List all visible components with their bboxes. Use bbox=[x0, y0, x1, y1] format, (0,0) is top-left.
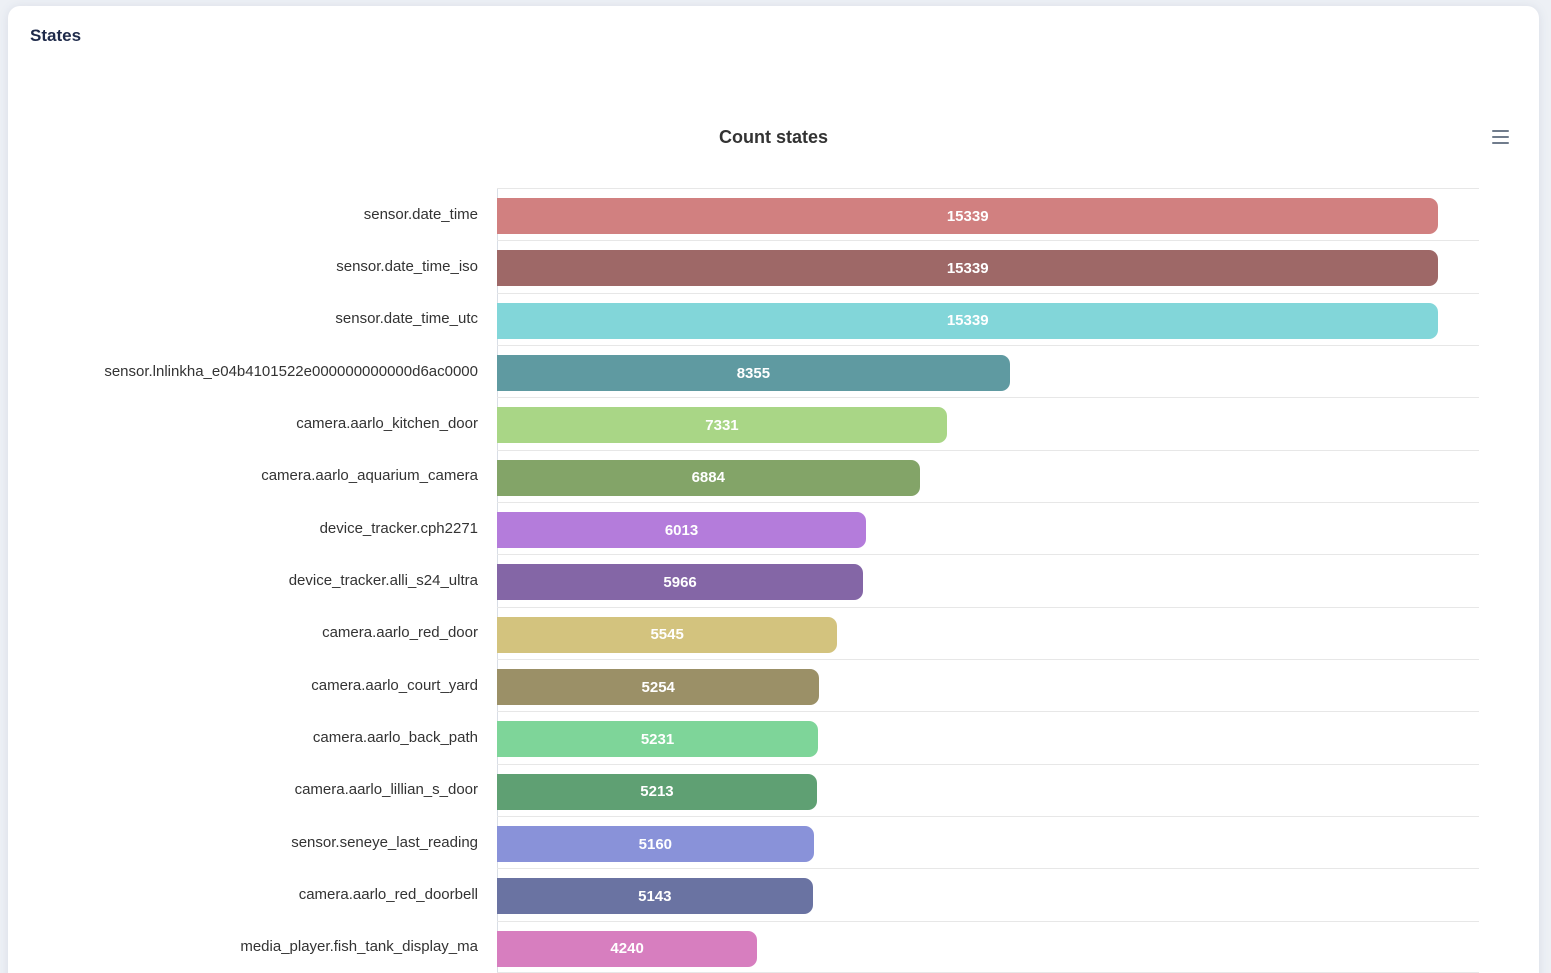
states-card: States Count states sensor.date_time 153… bbox=[8, 6, 1539, 973]
bar-track: 15339 bbox=[497, 240, 1479, 292]
bar-row: sensor.date_time_iso 15339 bbox=[8, 240, 1479, 292]
chart-title: Count states bbox=[718, 127, 828, 147]
bar-track: 8355 bbox=[497, 345, 1479, 397]
category-label: device_tracker.alli_s24_ultra bbox=[288, 572, 478, 590]
bar-row: camera.aarlo_back_path 5231 bbox=[8, 711, 1479, 763]
card-title: States bbox=[30, 26, 82, 45]
bar-row: device_tracker.alli_s24_ultra 5966 bbox=[8, 554, 1479, 606]
bar-value-label: 7331 bbox=[705, 416, 739, 434]
bar-value-label: 5231 bbox=[640, 730, 675, 748]
bar-value-label: 6884 bbox=[691, 469, 725, 487]
bar[interactable]: 15339 bbox=[497, 302, 1439, 339]
bar-row: device_tracker.cph2271 6013 bbox=[8, 502, 1479, 554]
bar-value-label: 15339 bbox=[946, 312, 989, 330]
bar[interactable]: 15339 bbox=[497, 198, 1439, 234]
bar-track: 5213 bbox=[497, 763, 1479, 816]
bar-track: 5254 bbox=[497, 659, 1479, 711]
category-label: camera.aarlo_red_door bbox=[322, 624, 478, 642]
bar-row: camera.aarlo_aquarium_camera 6884 bbox=[8, 449, 1479, 502]
category-label: camera.aarlo_court_yard bbox=[311, 676, 478, 694]
bar-value-label: 4240 bbox=[610, 940, 644, 958]
bar[interactable]: 6884 bbox=[497, 459, 920, 496]
bar[interactable]: 5213 bbox=[497, 773, 817, 810]
bar[interactable]: 5254 bbox=[497, 669, 820, 706]
bar-value-label: 15339 bbox=[946, 259, 989, 277]
category-label: sensor.seneye_last_reading bbox=[291, 833, 478, 851]
bar-track: 5143 bbox=[497, 868, 1479, 920]
bar[interactable]: 4240 bbox=[497, 930, 758, 967]
category-label: camera.aarlo_lillian_s_door bbox=[294, 781, 478, 799]
bar[interactable]: 15339 bbox=[497, 250, 1439, 287]
bar-track: 6013 bbox=[497, 502, 1479, 554]
bar[interactable]: 5143 bbox=[497, 878, 813, 915]
bar-track: 5160 bbox=[497, 816, 1479, 868]
category-label: device_tracker.cph2271 bbox=[319, 519, 478, 537]
bar-value-label: 8355 bbox=[736, 364, 771, 382]
category-label: sensor.date_time_iso bbox=[336, 258, 478, 276]
bar-row: media_player.fish_tank_display_ma 4240 bbox=[8, 920, 1479, 973]
category-label: sensor.date_time_utc bbox=[335, 310, 478, 328]
bar-value-label: 5966 bbox=[663, 573, 697, 591]
bar-track: 15339 bbox=[497, 292, 1479, 345]
bar-row: camera.aarlo_kitchen_door 7331 bbox=[8, 397, 1479, 449]
bar-row: sensor.lnlinkha_e04b4101522e000000000000… bbox=[8, 345, 1479, 397]
chart-menu-button[interactable] bbox=[1488, 125, 1512, 149]
bar-value-label: 5545 bbox=[650, 626, 684, 644]
bar[interactable]: 8355 bbox=[497, 355, 1010, 392]
bar-track: 5966 bbox=[497, 554, 1479, 606]
bar-value-label: 15339 bbox=[946, 207, 989, 225]
bar-value-label: 5254 bbox=[641, 678, 675, 696]
bar-row: sensor.seneye_last_reading 5160 bbox=[8, 816, 1479, 868]
bar-row: camera.aarlo_lillian_s_door 5213 bbox=[8, 763, 1479, 816]
category-label: camera.aarlo_back_path bbox=[312, 729, 478, 747]
bar-row: camera.aarlo_red_doorbell 5143 bbox=[8, 868, 1479, 920]
bar-track: 5545 bbox=[497, 606, 1479, 659]
chart-rows: sensor.date_time 15339 sensor.date_time_… bbox=[8, 188, 1479, 973]
category-label: sensor.date_time bbox=[363, 205, 478, 223]
bar-value-label: 5160 bbox=[638, 835, 673, 853]
bar-track: 4240 bbox=[497, 920, 1479, 973]
category-label: camera.aarlo_aquarium_camera bbox=[261, 467, 478, 485]
bar-track: 15339 bbox=[497, 188, 1479, 240]
bar[interactable]: 5160 bbox=[497, 826, 814, 863]
bar-row: sensor.date_time_utc 15339 bbox=[8, 292, 1479, 345]
category-label: camera.aarlo_kitchen_door bbox=[296, 415, 478, 433]
bar-track: 7331 bbox=[497, 397, 1479, 449]
hamburger-menu-icon bbox=[1491, 129, 1509, 145]
bar[interactable]: 6013 bbox=[497, 512, 867, 549]
bar[interactable]: 5966 bbox=[497, 564, 864, 601]
bar[interactable]: 7331 bbox=[497, 407, 947, 444]
category-label: camera.aarlo_red_doorbell bbox=[298, 886, 478, 904]
bar[interactable]: 5545 bbox=[497, 616, 838, 653]
bar-value-label: 5143 bbox=[638, 887, 672, 905]
bar-track: 5231 bbox=[497, 711, 1479, 763]
bar-track: 6884 bbox=[497, 449, 1479, 502]
category-label: sensor.lnlinkha_e04b4101522e000000000000… bbox=[104, 362, 478, 380]
bar-value-label: 5213 bbox=[640, 783, 674, 801]
category-label: media_player.fish_tank_display_ma bbox=[240, 938, 478, 956]
bar-row: camera.aarlo_red_door 5545 bbox=[8, 606, 1479, 659]
bar-row: camera.aarlo_court_yard 5254 bbox=[8, 659, 1479, 711]
bar-row: sensor.date_time 15339 bbox=[8, 188, 1479, 240]
bar[interactable]: 5231 bbox=[497, 721, 819, 758]
bar-value-label: 6013 bbox=[664, 521, 699, 539]
